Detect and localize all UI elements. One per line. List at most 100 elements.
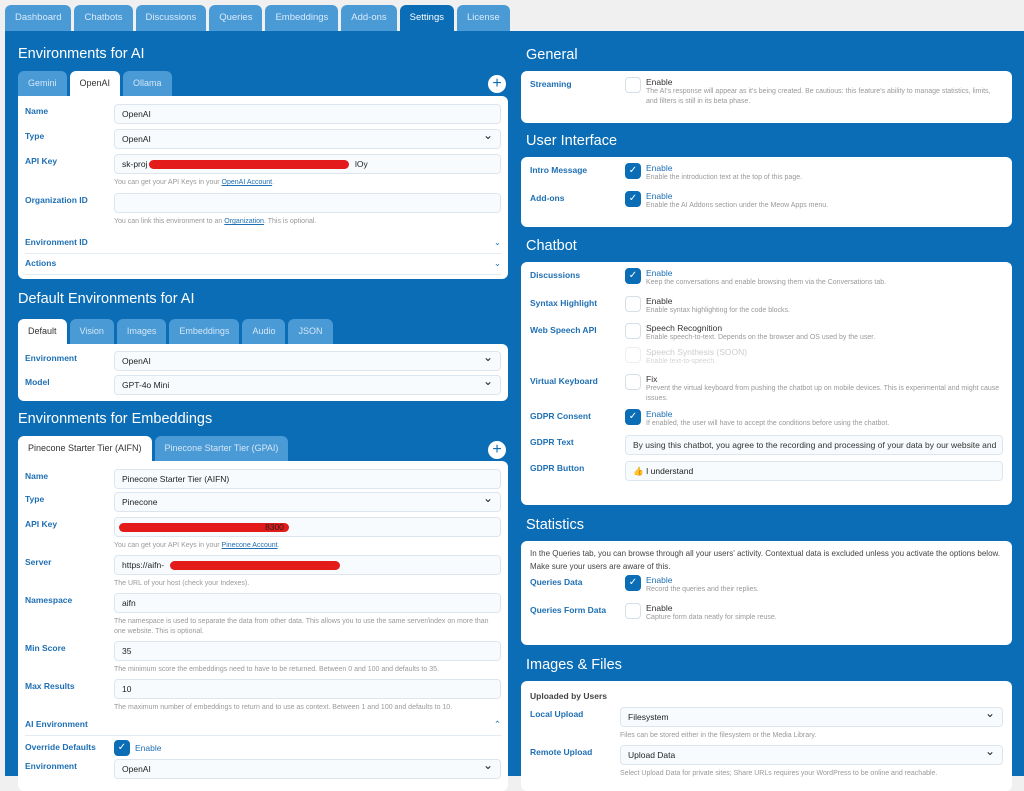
section-title-chatbot: Chatbot xyxy=(526,238,577,254)
help-text: You can get your API Keys in your xyxy=(114,179,222,186)
label: AI Environment xyxy=(25,719,88,729)
ai-environment-collapsible[interactable]: AI Environment ⌃ xyxy=(25,715,501,736)
server-prefix: https://aifn- xyxy=(122,560,165,570)
intro-message-checkbox[interactable]: ✓ xyxy=(625,163,641,179)
max-results-input[interactable]: 10 xyxy=(114,679,501,699)
checkbox-label: Speech Synthesis (SOON) xyxy=(646,346,748,357)
gdpr-text-input[interactable]: By using this chatbot, you agree to the … xyxy=(625,434,1003,455)
section-title-general: General xyxy=(526,47,578,63)
api-key-input[interactable]: 8300 xyxy=(114,517,501,537)
environment-select[interactable]: OpenAI xyxy=(114,759,501,779)
intro-row: Intro Message ✓ Enable Enable the introduct… xyxy=(530,163,1003,183)
tab-pinecone-gpai[interactable]: Pinecone Starter Tier (GPAI) xyxy=(154,436,289,461)
label: Web Speech API xyxy=(530,325,597,335)
streaming-row: Streaming Enable The AI's response will ap… xyxy=(530,77,1003,106)
syntax-row: Syntax Highlight Enable Enable syntax high… xyxy=(530,295,1003,316)
label: Model xyxy=(25,377,50,387)
remote-upload-select[interactable]: Upload Data xyxy=(620,745,1003,765)
discussions-checkbox[interactable]: ✓ xyxy=(625,268,641,284)
description: If enabled, the user will have to accept… xyxy=(646,420,890,427)
tab-pinecone-aifn[interactable]: Pinecone Starter Tier (AIFN) xyxy=(18,436,152,461)
tab-json[interactable]: JSON xyxy=(288,319,333,344)
images-card: Uploaded by Users Local Upload Filesystem… xyxy=(521,681,1012,791)
add-embeddings-env-button[interactable]: + xyxy=(488,441,506,459)
tab-addons[interactable]: Add-ons xyxy=(341,5,397,31)
description: Enable syntax highlighting for the code … xyxy=(646,306,790,314)
organization-link[interactable]: Organization xyxy=(224,218,264,225)
gdpr-button-input[interactable]: 👍 I understand xyxy=(625,460,1003,481)
env-emb-card: Name Pinecone Starter Tier (AIFN) Type Pin… xyxy=(18,461,508,791)
syntax-highlight-checkbox[interactable] xyxy=(625,295,641,312)
chatbot-card: Discussions ✓ Enable Keep the conversations… xyxy=(521,262,1012,505)
tab-queries[interactable]: Queries xyxy=(209,5,263,31)
actions-collapsible[interactable]: Actions ⌄ xyxy=(25,254,501,275)
namespace-input[interactable]: aifn xyxy=(114,593,501,613)
label: Environment ID xyxy=(25,237,88,247)
label: API Key xyxy=(25,156,58,166)
label: Name xyxy=(25,471,49,481)
speech-row: Web Speech API Speech Recognition Enable s… xyxy=(530,323,1003,343)
section-title-images: Images & Files xyxy=(526,657,622,673)
redaction-mark xyxy=(119,523,289,532)
help-text: The URL of your host (check your Indexes… xyxy=(114,580,250,587)
tab-discussions[interactable]: Discussions xyxy=(135,5,207,31)
tab-dashboard[interactable]: Dashboard xyxy=(5,5,72,31)
tab-vision[interactable]: Vision xyxy=(69,319,114,344)
tab-ollama[interactable]: Ollama xyxy=(123,71,172,96)
speech-recognition-checkbox[interactable] xyxy=(625,323,641,339)
name-input[interactable]: Pinecone Starter Tier (AIFN) xyxy=(114,469,501,489)
server-input[interactable]: https://aifn- xyxy=(114,555,501,575)
add-environment-button[interactable]: + xyxy=(488,75,506,93)
local-upload-select[interactable]: Filesystem xyxy=(620,707,1003,727)
tab-images[interactable]: Images xyxy=(116,319,167,344)
gdpr-text-row: GDPR Text By using this chatbot, you agre… xyxy=(530,434,1003,455)
api-key-input[interactable]: sk-proj lOy xyxy=(114,154,501,174)
pinecone-account-link[interactable]: Pinecone Account xyxy=(221,542,278,549)
tab-audio[interactable]: Audio xyxy=(242,319,286,344)
tab-settings[interactable]: Settings xyxy=(399,5,454,31)
redaction-mark xyxy=(170,561,340,570)
tab-embeddings-default[interactable]: Embeddings xyxy=(169,319,240,344)
description: Record the queries and their replies. xyxy=(646,586,759,593)
checkbox-label: Enable xyxy=(646,268,673,278)
value: OpenAI xyxy=(122,764,151,774)
label: Queries Form Data xyxy=(530,604,607,615)
tab-gemini[interactable]: Gemini xyxy=(18,71,67,96)
tab-default[interactable]: Default xyxy=(18,319,67,344)
label: GDPR Consent xyxy=(530,411,591,421)
label: Local Upload xyxy=(530,709,584,719)
chevron-down-icon: ⌄ xyxy=(493,258,501,268)
gdpr-consent-checkbox[interactable]: ✓ xyxy=(625,409,641,425)
redaction-mark xyxy=(149,160,349,169)
type-select[interactable]: OpenAI xyxy=(114,129,501,149)
statistics-card: In the Queries tab, you can browse throu… xyxy=(521,541,1012,645)
organization-id-input[interactable] xyxy=(114,193,501,213)
min-score-input[interactable]: 35 xyxy=(114,641,501,661)
section-title-default-env: Default Environments for AI xyxy=(18,291,195,307)
queries-data-checkbox[interactable]: ✓ xyxy=(625,575,641,591)
environment-id-collapsible[interactable]: Environment ID ⌄ xyxy=(25,233,501,254)
label: Actions xyxy=(25,258,57,268)
environment-select[interactable]: OpenAI xyxy=(114,351,501,371)
queries-form-data-checkbox[interactable] xyxy=(625,602,641,619)
tab-embeddings[interactable]: Embeddings xyxy=(265,5,339,31)
label: Remote Upload xyxy=(530,747,593,757)
tab-chatbots[interactable]: Chatbots xyxy=(74,5,133,31)
description: Keep the conversations and enable browsi… xyxy=(646,279,887,286)
streaming-checkbox[interactable] xyxy=(625,77,641,93)
checkbox-label: Speech Recognition xyxy=(646,323,723,333)
override-defaults-checkbox[interactable]: ✓ xyxy=(114,740,130,756)
addons-checkbox[interactable]: ✓ xyxy=(625,190,641,207)
virtual-keyboard-checkbox[interactable] xyxy=(625,374,641,390)
name-input[interactable]: OpenAI xyxy=(114,104,501,124)
type-select[interactable]: Pinecone xyxy=(114,492,501,512)
openai-account-link[interactable]: OpenAI Account xyxy=(221,179,273,186)
tab-openai[interactable]: OpenAI xyxy=(69,71,121,96)
tab-license[interactable]: License xyxy=(457,5,510,31)
description: Capture form data neatly for simple reus… xyxy=(646,613,777,621)
model-select[interactable]: GPT-4o Mini xyxy=(114,375,501,395)
queries-form-data-row: Queries Form Data Enable Capture form data… xyxy=(530,602,1003,623)
default-env-tabs: Default Vision Images Embeddings Audio J… xyxy=(18,319,333,344)
help-text: You can link this environment to an xyxy=(114,218,225,225)
